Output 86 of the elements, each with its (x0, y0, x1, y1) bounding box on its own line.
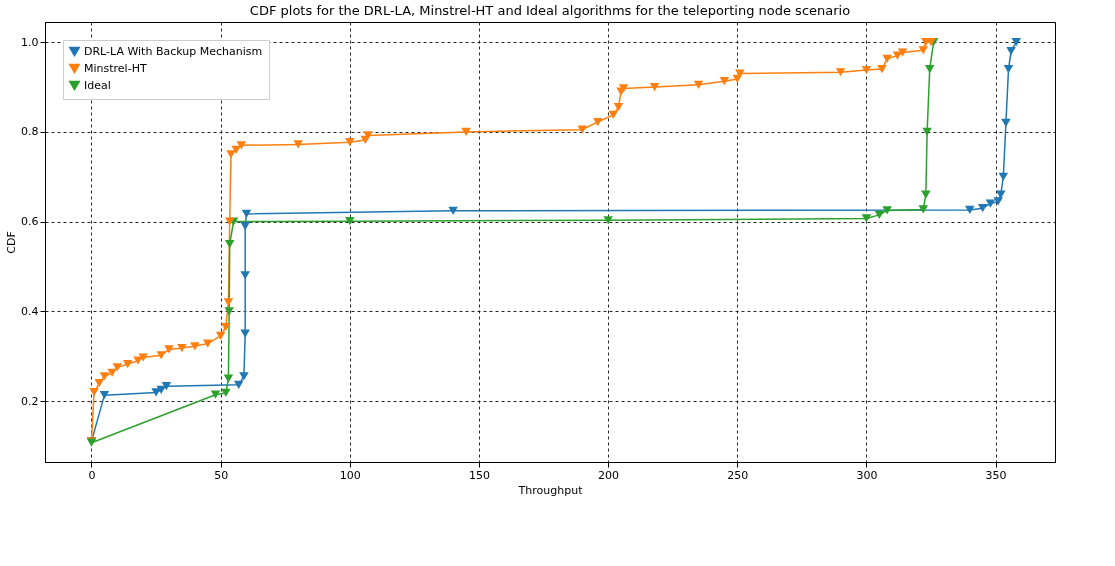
y-tick-label: 0.8 (21, 125, 39, 139)
point (735, 69, 745, 78)
point (190, 342, 200, 351)
point (924, 64, 935, 74)
x-axis-title: Throughput (517, 483, 584, 497)
x-tick-label: 150 (468, 468, 490, 482)
point (877, 64, 887, 74)
y-tick-label: 0.4 (21, 304, 39, 318)
point (224, 239, 235, 249)
point (608, 110, 619, 119)
point (1011, 38, 1021, 47)
point (107, 368, 117, 377)
point (874, 210, 885, 219)
y-axis-title: CDF (5, 231, 19, 254)
point (363, 131, 373, 140)
point (224, 217, 235, 226)
point (94, 378, 104, 388)
point (202, 339, 213, 348)
point (177, 343, 187, 353)
point (156, 351, 166, 360)
point (861, 65, 872, 75)
point (345, 217, 355, 226)
point (231, 145, 241, 154)
point (461, 127, 471, 136)
y-tick-label: 0.2 (21, 394, 39, 408)
point (993, 197, 1003, 206)
point (861, 214, 872, 223)
point (138, 353, 148, 362)
legend-label: DRL-LA With Backup Mechanism (84, 44, 263, 58)
point (241, 209, 252, 219)
x-tick-label: 300 (856, 468, 878, 482)
point (918, 46, 928, 55)
point (1006, 47, 1016, 56)
point (977, 204, 988, 213)
point (998, 172, 1009, 181)
point (448, 206, 458, 215)
point (224, 307, 234, 316)
point (221, 388, 231, 398)
point (1001, 118, 1011, 128)
x-tick-label: 100 (339, 468, 361, 482)
point (221, 322, 231, 332)
x-tick-label: 0 (88, 468, 96, 482)
point (693, 80, 704, 89)
legend-label: Minstrel-HT (84, 61, 147, 75)
point (239, 372, 249, 381)
point (835, 68, 846, 77)
point (603, 216, 613, 225)
point (613, 103, 624, 112)
point (210, 390, 221, 399)
point (593, 117, 603, 127)
point (985, 199, 996, 208)
point (240, 329, 250, 338)
point (240, 271, 250, 280)
y-tick-label: 0.6 (21, 215, 39, 229)
legend-label: Ideal (84, 78, 111, 92)
point (99, 372, 110, 381)
point (112, 363, 123, 372)
x-tick-label: 350 (985, 468, 1007, 482)
point (649, 82, 660, 92)
point (240, 221, 250, 231)
point (236, 141, 247, 150)
point (882, 206, 892, 215)
y-tick-label: 1.0 (21, 35, 39, 49)
point (89, 387, 99, 397)
point (922, 127, 932, 136)
point (223, 374, 234, 383)
point (293, 140, 303, 149)
point (719, 77, 730, 86)
point (897, 48, 908, 57)
point (233, 380, 244, 389)
point (226, 150, 236, 159)
point (215, 331, 226, 341)
chart-title: CDF plots for the DRL-LA, Minstrel-HT and Ideal algorithms for the teleporting node scenario (249, 3, 851, 18)
point (965, 205, 975, 215)
point (1003, 64, 1014, 74)
point (164, 345, 174, 354)
point (882, 54, 892, 63)
x-tick-label: 250 (727, 468, 749, 482)
point (918, 205, 928, 214)
point (122, 360, 133, 369)
point (223, 298, 234, 307)
x-tick-label: 50 (214, 468, 229, 482)
point (99, 391, 110, 400)
point (161, 382, 172, 391)
x-tick-label: 200 (598, 468, 620, 482)
point (345, 138, 355, 147)
